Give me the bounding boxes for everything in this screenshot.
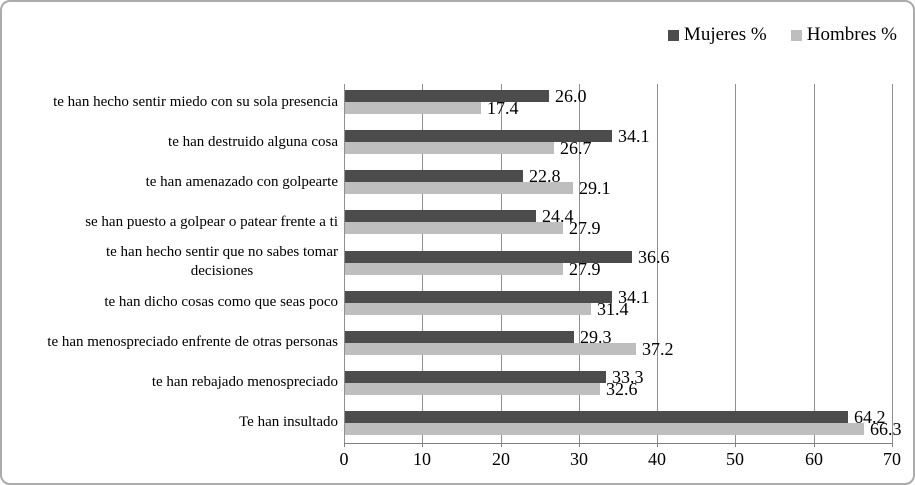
category-label: te han hecho sentir miedo con su sola pr… [53,93,338,110]
value-label: 26.7 [560,138,592,158]
x-axis-tick-label: 20 [492,449,510,469]
bar-hombres [345,102,481,114]
chart-legend: Mujeres % Hombres % [667,24,897,46]
x-axis-tick [657,443,658,447]
category-label: te han destruido alguna cosa [168,133,338,150]
category-label: te han rebajado menospreciado [151,374,338,391]
bar-mujeres [345,291,612,303]
bar-mujeres [345,331,574,343]
bar-mujeres [345,210,536,222]
value-label: 26.0 [555,86,587,106]
category-label: te han hecho sentir que no sabes tomar d… [105,244,338,280]
legend-label-hombres: Hombres % [806,24,897,45]
legend-item-hombres: Hombres % [790,24,897,46]
value-label: 17.4 [487,98,519,118]
value-label: 31.4 [597,299,629,319]
value-label: 24.4 [542,206,574,226]
gridline [735,84,736,443]
value-label: 34.1 [618,126,650,146]
category-axis: te han hecho sentir miedo con su sola pr… [8,82,338,443]
bar-mujeres [345,371,606,383]
x-axis-tick-label: 50 [726,449,744,469]
x-axis-tick-label: 40 [648,449,666,469]
x-axis: 0 10 20 30 40 50 60 70 [2,449,913,473]
gridline [892,84,893,443]
value-label: 66.3 [870,419,902,439]
x-axis-tick [501,443,502,447]
value-label: 64.2 [854,407,886,427]
value-label: 29.1 [579,178,611,198]
x-axis-tick-label: 60 [805,449,823,469]
bar-mujeres [345,251,632,263]
category-label: Te han insultado [239,414,338,431]
legend-swatch-hombres-icon [790,29,802,41]
legend-label-mujeres: Mujeres % [683,24,767,45]
x-axis-tick-label: 30 [570,449,588,469]
x-axis-tick [344,443,345,447]
x-axis-tick [422,443,423,447]
category-label: te han dicho cosas como que seas poco [104,294,338,311]
legend-swatch-mujeres-icon [667,29,679,41]
gridline [657,84,658,443]
category-label: te han menospreciado enfrente de otras p… [47,334,338,351]
plot-area: 26.0 17.4 34.1 26.7 22.8 29.1 24.4 27.9 36.6 27.9… [344,82,902,447]
bar-hombres [345,383,600,395]
value-label: 29.3 [580,327,612,347]
bar-hombres [345,222,563,234]
gridline [814,84,815,443]
bar-mujeres [345,170,523,182]
value-label: 27.9 [569,218,601,238]
value-label: 27.9 [569,259,601,279]
bar-hombres [345,263,563,275]
bar-hombres [345,182,573,194]
value-label: 34.1 [618,287,650,307]
legend-item-mujeres: Mujeres % [667,24,767,46]
x-axis-tick-label: 70 [883,449,901,469]
bar-hombres [345,142,554,154]
value-label: 22.8 [529,166,561,186]
value-label: 32.6 [606,379,638,399]
x-axis-tick [814,443,815,447]
value-label: 37.2 [642,339,674,359]
bar-mujeres [345,411,848,423]
bar-mujeres [345,90,549,102]
value-label: 33.3 [612,367,644,387]
value-label: 36.6 [638,247,670,267]
gridline [579,84,580,443]
bar-hombres [345,303,591,315]
x-axis-tick-label: 0 [339,449,349,469]
bar-hombres [345,343,636,355]
x-axis-tick-label: 10 [413,449,431,469]
x-axis-tick [579,443,580,447]
category-label: se han puesto a golpear o patear frente … [85,213,338,230]
x-axis-tick [735,443,736,447]
bar-hombres [345,423,864,435]
category-label: te han amenazado con golpearte [145,173,338,190]
bar-mujeres [345,130,612,142]
gridline [344,84,345,443]
x-axis-tick [892,443,893,447]
